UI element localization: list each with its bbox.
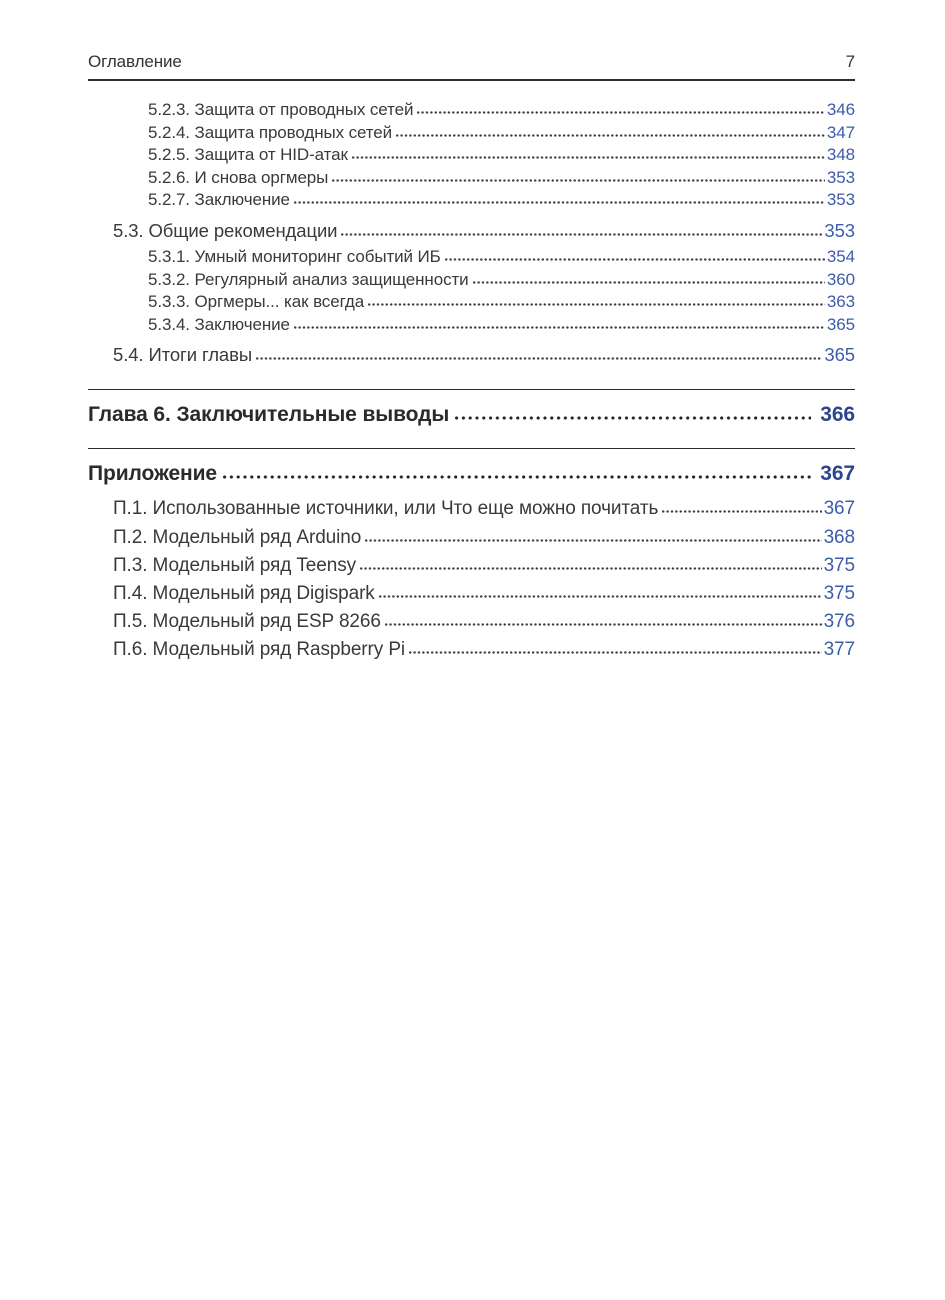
toc-entry-page-number: 354	[826, 246, 855, 266]
toc-leader-dots	[256, 356, 823, 362]
toc-entry-page-number: 353	[824, 219, 855, 241]
toc-entry-label: 5.2.6. И снова оргмеры	[148, 167, 329, 187]
toc-entry-page-number: 347	[826, 122, 855, 142]
toc-entry-label: П.3. Модельный ряд Teensy	[113, 554, 357, 576]
toc-leader-dots	[223, 474, 812, 481]
toc-entry: П.1. Использованные источники, или Что е…	[88, 498, 855, 526]
toc-entry-label: 5.3.3. Оргмеры... как всегда	[148, 292, 365, 312]
toc-entry: 5.3.4. Заключение 365	[88, 315, 855, 338]
toc-list: 5.2.3. Защита от проводных сетей 346 5.2.4…	[88, 100, 855, 667]
toc-leader-dots	[351, 155, 825, 161]
toc-entry-page-number: 367	[820, 462, 855, 486]
toc-entry: 5.3. Общие рекомендации 353	[88, 220, 855, 247]
toc-entry-label: П.5. Модельный ряд ESP 8266	[113, 611, 381, 633]
toc-entry-page-number: 353	[826, 190, 855, 210]
toc-entry-page-number: 353	[826, 167, 855, 187]
toc-leader-dots	[396, 132, 825, 138]
toc-entry: П.3. Модельный ряд Teensy 375	[88, 555, 855, 583]
running-header-page-number: 7	[845, 52, 855, 71]
toc-entry-label: 5.2.7. Заключение	[148, 190, 290, 210]
toc-entry: 5.3.3. Оргмеры... как всегда 363	[88, 292, 855, 315]
toc-entry-page-number: 365	[826, 314, 855, 334]
toc-entry-label: П.4. Модельный ряд Digispark	[113, 582, 375, 604]
toc-entry-label: 5.3. Общие рекомендации	[113, 219, 338, 241]
toc-entry-label: 5.2.5. Защита от HID-атак	[148, 145, 348, 165]
toc-entry-label: П.1. Использованные источники, или Что е…	[113, 498, 659, 520]
toc-leader-dots	[332, 177, 825, 183]
toc-entry-label: 5.3.1. Умный мониторинг событий ИБ	[148, 246, 441, 266]
toc-leader-dots	[365, 537, 822, 543]
toc-leader-dots	[360, 565, 822, 571]
toc-entry: 5.2.5. Защита от HID-атак 348	[88, 145, 855, 168]
toc-leader-dots	[472, 279, 825, 285]
toc-entry: 5.2.6. И снова оргмеры 353	[88, 168, 855, 191]
toc-entry: Глава 6. Заключительные выводы 366	[88, 389, 855, 430]
toc-entry-page-number: 377	[823, 639, 856, 661]
toc-entry-page-number: 368	[823, 526, 856, 548]
toc-leader-dots	[417, 110, 825, 115]
toc-entry-label: 5.3.4. Заключение	[148, 314, 290, 334]
toc-entry-page-number: 376	[823, 611, 856, 633]
toc-leader-dots	[341, 231, 823, 237]
toc-leader-dots	[384, 622, 822, 628]
toc-entry-page-number: 363	[826, 292, 855, 312]
toc-entry: П.6. Модельный ряд Raspberry Pi 377	[88, 639, 855, 667]
toc-leader-dots	[455, 415, 812, 422]
toc-entry-label: Глава 6. Заключительные выводы	[88, 403, 450, 427]
running-header-title: Оглавление	[88, 52, 182, 71]
toc-entry-page-number: 375	[823, 554, 856, 576]
toc-entry-page-number: 365	[824, 344, 855, 366]
toc-entry-page-number: 366	[820, 403, 855, 427]
toc-entry-label: 5.4. Итоги главы	[113, 344, 253, 366]
toc-entry: П.4. Модельный ряд Digispark 375	[88, 583, 855, 611]
toc-entry: Приложение 367	[88, 448, 855, 489]
toc-entry: 5.3.1. Умный мониторинг событий ИБ 354	[88, 247, 855, 270]
toc-entry: П.5. Модельный ряд ESP 8266 376	[88, 611, 855, 639]
page-header: Оглавление 7	[88, 52, 855, 81]
toc-entry-label: П.2. Модельный ряд Arduino	[113, 526, 362, 548]
toc-entry-page-number: 348	[826, 145, 855, 165]
toc-entry-label: 5.3.2. Регулярный анализ защищенности	[148, 269, 469, 289]
toc-leader-dots	[444, 256, 825, 262]
toc-entry-label: 5.2.3. Защита от проводных сетей	[148, 100, 414, 119]
toc-entry: 5.3.2. Регулярный анализ защищенности 360	[88, 270, 855, 293]
toc-leader-dots	[368, 302, 825, 308]
toc-leader-dots	[293, 324, 825, 330]
toc-entry: 5.4. Итоги главы 365	[88, 344, 855, 371]
toc-entry-page-number: 360	[826, 269, 855, 289]
toc-entry-label: Приложение	[88, 462, 218, 486]
toc-entry-label: П.6. Модельный ряд Raspberry Pi	[113, 639, 406, 661]
toc-entry: П.2. Модельный ряд Arduino 368	[88, 527, 855, 555]
toc-entry: 5.2.4. Защита проводных сетей 347	[88, 123, 855, 146]
toc-leader-dots	[409, 650, 822, 656]
toc-leader-dots	[293, 200, 825, 206]
toc-entry-page-number: 346	[826, 100, 855, 119]
toc-entry-page-number: 375	[823, 582, 856, 604]
toc-entry: 5.2.7. Заключение 353	[88, 190, 855, 213]
toc-leader-dots	[662, 509, 822, 515]
toc-leader-dots	[378, 593, 822, 599]
toc-entry: 5.2.3. Защита от проводных сетей 346	[88, 100, 855, 123]
toc-entry-label: 5.2.4. Защита проводных сетей	[148, 122, 393, 142]
toc-entry-page-number: 367	[823, 498, 856, 520]
